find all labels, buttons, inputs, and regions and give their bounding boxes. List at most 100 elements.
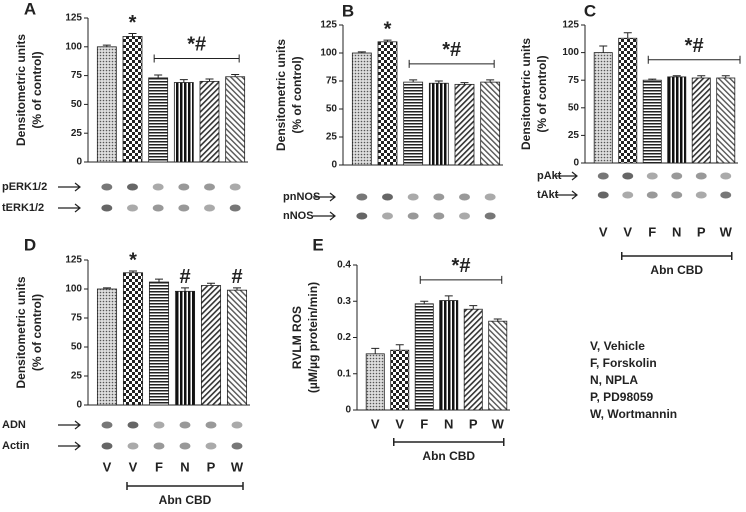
y-tick-label: 0.4 (337, 260, 351, 271)
error-bar (205, 78, 214, 82)
blot-band (622, 191, 634, 199)
bar (96, 288, 118, 406)
y-tick-label: 100 (562, 47, 579, 58)
y-tick-label: 125 (65, 13, 82, 24)
significance-mark: * (129, 249, 137, 271)
blot-label: ADN (2, 419, 26, 431)
y-axis-label: (% of control) (290, 56, 304, 133)
key-entry: V, Vehicle (590, 339, 645, 353)
x-tick-label: W (492, 416, 505, 431)
error-bar (357, 51, 366, 53)
panel-label: B (342, 1, 354, 20)
y-tick-label: 125 (562, 20, 579, 31)
y-tick-label: 75 (326, 76, 338, 87)
blot-band (229, 183, 241, 191)
error-bar (102, 44, 111, 47)
x-tick-label: N (672, 224, 681, 239)
bar (226, 289, 248, 406)
significance-bracket (153, 54, 240, 63)
blot-band (720, 172, 732, 180)
bar (667, 76, 687, 164)
bar (439, 300, 459, 411)
bar (174, 290, 196, 406)
blot-band (127, 183, 138, 191)
y-axis-label: (% of control) (30, 294, 44, 371)
key-entry: N, NPLA (590, 373, 638, 387)
blot-band (204, 183, 215, 191)
y-tick-label: 75 (71, 70, 83, 81)
y-tick-label: 25 (71, 371, 83, 382)
bar (414, 303, 434, 411)
error-bar (129, 270, 137, 273)
y-tick-label: 75 (71, 313, 83, 324)
blot-band (204, 204, 215, 212)
y-axis-label: Densitometric units (274, 39, 288, 151)
blot-arrow (313, 211, 336, 221)
blot-band (127, 442, 139, 450)
error-bar (371, 347, 380, 354)
blot-band (407, 193, 419, 201)
x-tick-label: F (155, 459, 163, 474)
blot-band (459, 193, 470, 201)
blot-band (382, 193, 393, 201)
bar (691, 77, 711, 164)
x-tick-label: V (103, 459, 112, 474)
y-axis-label: Densitometric units (519, 38, 533, 150)
blot-band (646, 172, 658, 180)
significance-mark: * (129, 12, 137, 34)
bar (199, 80, 220, 163)
y-tick-label: 0 (345, 405, 351, 416)
blot-band (153, 421, 165, 429)
blot-band (179, 421, 191, 429)
error-bar (721, 75, 730, 78)
x-tick-label: W (720, 224, 733, 239)
bar (463, 308, 483, 411)
bar (377, 41, 398, 166)
x-tick-label: P (697, 224, 706, 239)
bar (403, 81, 424, 166)
x-tick-label: N (444, 416, 453, 431)
bar (428, 82, 449, 166)
blot-band (356, 193, 368, 201)
blot-band (433, 212, 445, 220)
y-tick-label: 100 (65, 41, 82, 52)
significance-mark: *# (187, 34, 206, 56)
blot-arrow (555, 190, 578, 200)
blot-label: tAkt (537, 189, 559, 201)
blot-label: nNOS (283, 210, 314, 222)
error-bar (179, 79, 188, 83)
blot-band (231, 442, 243, 450)
group-label: Abn CBD (650, 263, 703, 277)
bar (96, 46, 117, 163)
bar (454, 83, 475, 166)
x-tick-label: V (599, 224, 608, 239)
blot-band (101, 421, 113, 429)
y-axis-label: (% of control) (535, 55, 549, 132)
error-bar (233, 287, 241, 291)
error-bar (231, 73, 240, 77)
y-axis-label: Densitometric units (14, 34, 28, 146)
bar (225, 76, 246, 163)
bar (593, 52, 613, 164)
group-bracket (621, 252, 733, 260)
bar (480, 81, 501, 166)
error-bar (154, 74, 163, 78)
y-tick-label: 0 (573, 158, 579, 169)
panel-label: E (312, 235, 323, 254)
blot-band (597, 172, 609, 180)
significance-bracket (419, 275, 503, 284)
y-tick-label: 0.2 (337, 332, 351, 343)
blot-band (152, 183, 164, 191)
blot-band (205, 442, 217, 450)
bar (488, 320, 508, 411)
y-tick-label: 50 (568, 102, 580, 113)
x-tick-label: N (180, 459, 189, 474)
blot-band (720, 191, 732, 199)
x-tick-label: P (469, 416, 478, 431)
key-entry: F, Forskolin (590, 356, 657, 370)
blot-arrow (58, 182, 81, 192)
blot-band (484, 193, 496, 201)
blot-band (205, 421, 217, 429)
significance-mark: # (231, 266, 242, 288)
